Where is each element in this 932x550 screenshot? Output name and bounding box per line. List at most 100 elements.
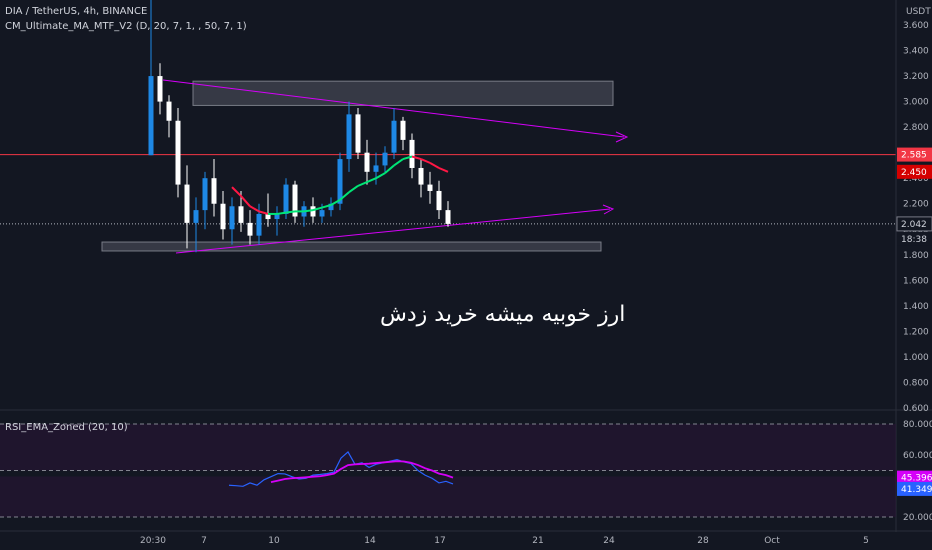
zone-box — [101, 241, 602, 252]
candle-body — [211, 178, 217, 204]
candle-body — [265, 213, 271, 220]
time-tick-label: Oct — [764, 536, 780, 546]
candle-body — [310, 206, 316, 217]
rsi-upper-zone — [0, 424, 896, 471]
ma-segment — [384, 164, 395, 174]
candle-body — [355, 114, 361, 153]
candle-body — [238, 206, 244, 223]
rsi-tick-label: 80.000 — [903, 420, 932, 430]
upper-trendline-arrow — [615, 131, 629, 143]
price-pane — [0, 0, 896, 254]
candle-body — [346, 114, 352, 160]
price-tick-label: 0.800 — [903, 378, 929, 388]
rsi-ema-value-badge-bg — [897, 470, 932, 485]
candle-body — [319, 210, 325, 217]
ma-segment — [321, 204, 332, 209]
rsi-lower-zone — [0, 476, 896, 517]
price-tick-label: 1.200 — [903, 327, 929, 337]
countdown-badge-bg — [897, 231, 932, 246]
candle-body — [445, 210, 451, 224]
price-tick-label: 2.200 — [903, 200, 929, 210]
price-tick-label: 2.400 — [903, 174, 929, 184]
rsi-indicator-title[interactable]: RSI_EMA_Zoned (20, 10) — [5, 422, 128, 433]
candle-body — [427, 184, 433, 191]
candle-body — [175, 120, 181, 185]
price-tick-label: 0.600 — [903, 404, 929, 414]
chart-annotation-text: ارز خوبیه میشه خرید زدش — [380, 302, 626, 327]
indicator-legend[interactable]: CM_Ultimate_MA_MTF_V2 (D, 20, 7, 1, , 50… — [5, 21, 247, 32]
candle-body — [166, 101, 172, 121]
price-tick-label: 1.800 — [903, 251, 929, 261]
ma-segment — [258, 210, 269, 215]
zone-box — [192, 80, 614, 106]
candle-body — [193, 210, 199, 223]
ma-segment — [429, 162, 440, 169]
time-tick-label: 5 — [863, 536, 869, 546]
ma-segment — [249, 205, 260, 213]
ma-segment — [393, 158, 404, 167]
candle-body — [409, 139, 415, 168]
rsi-axis[interactable]: 80.000 60.000 20.000 — [903, 420, 932, 523]
candle-body — [283, 184, 289, 214]
time-tick-label: 10 — [268, 536, 280, 546]
rsi-ema-line — [270, 460, 454, 484]
price-tick-label: 3.200 — [903, 72, 929, 82]
time-tick-label: 21 — [532, 536, 543, 546]
candle-body — [382, 152, 388, 166]
candle-body — [256, 213, 262, 236]
time-axis[interactable]: 20:30 7 10 14 17 21 24 28 Oct 5 — [140, 536, 869, 546]
zone-boxes — [101, 80, 614, 252]
moving-average-line — [231, 155, 449, 215]
candle-body — [148, 76, 154, 156]
currency-label: USDT — [906, 7, 931, 17]
ma-price-badge: 2.450 — [901, 168, 927, 178]
ma-segment — [402, 155, 413, 161]
time-tick-label: 24 — [603, 536, 615, 546]
rsi-value-badge-bg — [897, 481, 932, 496]
candle-body — [364, 152, 370, 172]
countdown-badge: 18:38 — [901, 235, 927, 245]
rsi-ema-value-badge: 45.396 — [901, 474, 932, 484]
rsi-tick-label: 20.000 — [903, 513, 932, 523]
time-tick-label: 28 — [697, 536, 709, 546]
last-price-badge-bg — [897, 216, 932, 231]
candle-body — [418, 167, 424, 185]
price-tick-label: 1.400 — [903, 302, 929, 312]
price-tick-label: 3.400 — [903, 47, 929, 57]
ma-segment — [285, 210, 296, 214]
ma-segment — [375, 172, 386, 180]
resistance-price-badge: 2.585 — [901, 151, 927, 161]
time-tick-label: 20:30 — [140, 536, 166, 546]
time-tick-label: 14 — [364, 536, 376, 546]
ma-segment — [240, 195, 251, 207]
rsi-pane — [0, 423, 896, 518]
candle-body — [337, 159, 343, 204]
lower-trendline-arrow — [602, 204, 615, 215]
price-tick-label: 1.000 — [903, 353, 929, 363]
candle-body — [247, 222, 253, 236]
ma-segment — [276, 211, 287, 215]
last-price-badge: 2.042 — [901, 220, 927, 230]
candle-body — [157, 76, 163, 102]
price-axis-bg — [896, 0, 932, 550]
ma-segment — [411, 155, 422, 161]
last-price-badge-border — [896, 216, 932, 232]
ma-segment — [231, 186, 242, 197]
candle-body — [229, 206, 235, 230]
price-tick-label: 3.000 — [903, 98, 929, 108]
symbol-title[interactable]: DIA / TetherUS, 4h, BINANCE — [5, 6, 148, 17]
ma-segment — [312, 206, 323, 212]
price-tick-label: 3.600 — [903, 21, 929, 31]
candle-body — [328, 203, 334, 211]
candle-body — [436, 190, 442, 211]
price-tick-label: 1.600 — [903, 276, 929, 286]
candle-body — [202, 178, 208, 211]
resistance-price-badge-bg — [897, 147, 932, 162]
time-tick-label: 7 — [201, 536, 207, 546]
candle-body — [220, 203, 226, 230]
ma-segment — [420, 158, 431, 164]
ma-segment — [330, 199, 341, 206]
ma-price-badge-bg — [897, 164, 932, 179]
ma-segment — [438, 167, 449, 173]
